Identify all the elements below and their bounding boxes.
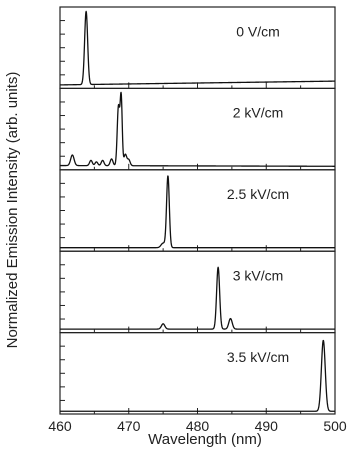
x-axis-title: Wavelength (nm)	[148, 431, 262, 448]
panel-frame	[59, 250, 336, 334]
spectrum-panel: 0 V/cm	[59, 6, 336, 90]
x-tick-label: 470	[117, 418, 141, 434]
panel-label: 3 kV/cm	[233, 268, 284, 284]
x-tick-labels: 460 470 480 490 500	[48, 418, 347, 434]
spectrum-line	[59, 175, 336, 249]
x-tick-label: 490	[255, 418, 279, 434]
spectrum-line	[59, 339, 336, 412]
panel-label: 0 V/cm	[236, 23, 280, 39]
panel-label: 2 kV/cm	[233, 105, 284, 121]
spectrum-panel: 3.5 kV/cm	[59, 332, 336, 415]
spectrum-line	[59, 91, 336, 167]
panel-label: 3.5 kV/cm	[227, 349, 289, 365]
panel-frame	[59, 87, 336, 171]
x-tick-label: 460	[48, 418, 72, 434]
panel-frame	[59, 332, 336, 415]
spectrum-panel: 2 kV/cm	[59, 87, 336, 171]
x-tick-label: 480	[186, 418, 210, 434]
spectrum-line	[59, 10, 336, 86]
x-tick-label: 500	[323, 418, 347, 434]
panel-label: 2.5 kV/cm	[227, 186, 289, 202]
spectrum-panel: 3 kV/cm	[59, 250, 336, 334]
panels-layer: 0 V/cm 2 kV/cm 2.5 kV/cm 3 kV/cm 3.5 kV/cm	[59, 6, 336, 415]
spectrum-panel: 2.5 kV/cm	[59, 169, 336, 252]
y-axis-title: Normalized Emission Intensity (arb. unit…	[4, 72, 21, 349]
panel-frame	[59, 6, 336, 90]
spectrum-line	[59, 266, 336, 330]
panel-frame	[59, 169, 336, 252]
